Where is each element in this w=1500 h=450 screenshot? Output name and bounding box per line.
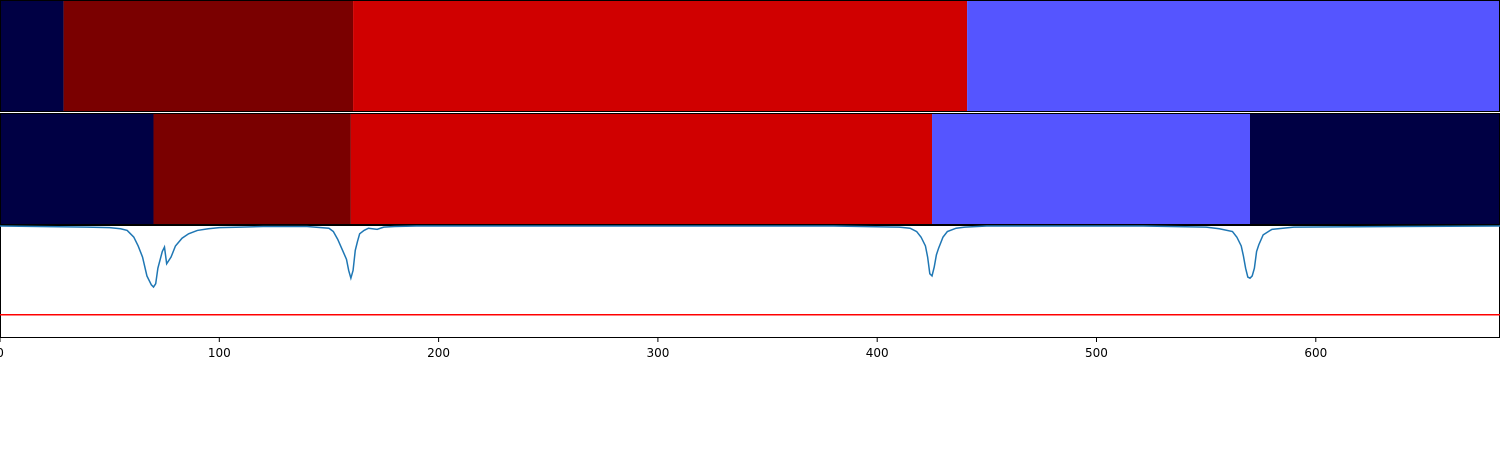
segment-row1-4: [967, 0, 1500, 112]
segment-row1-3: [353, 0, 968, 112]
signal-panel: [0, 225, 1500, 338]
x-axis: 0 100 200 300 400 500 600: [0, 338, 1327, 360]
segment-row2-1: [0, 113, 154, 225]
x-tick-label: 100: [208, 346, 231, 360]
segment-row-2: [0, 113, 1500, 225]
x-tick-label: 300: [646, 346, 669, 360]
segment-row2-3: [350, 113, 933, 225]
x-tick-label: 400: [866, 346, 889, 360]
segment-row1-1: [0, 0, 64, 112]
signal-line: [0, 225, 1500, 289]
x-tick-label: 200: [427, 346, 450, 360]
segment-row-1: [0, 0, 1500, 112]
x-tick-label: 500: [1085, 346, 1108, 360]
x-tick-label: 0: [0, 346, 4, 360]
segment-row2-4: [932, 113, 1250, 225]
segment-row2-5: [1250, 113, 1500, 225]
segment-row2-2: [153, 113, 351, 225]
x-tick-label: 600: [1304, 346, 1327, 360]
segment-row1-2: [63, 0, 354, 112]
